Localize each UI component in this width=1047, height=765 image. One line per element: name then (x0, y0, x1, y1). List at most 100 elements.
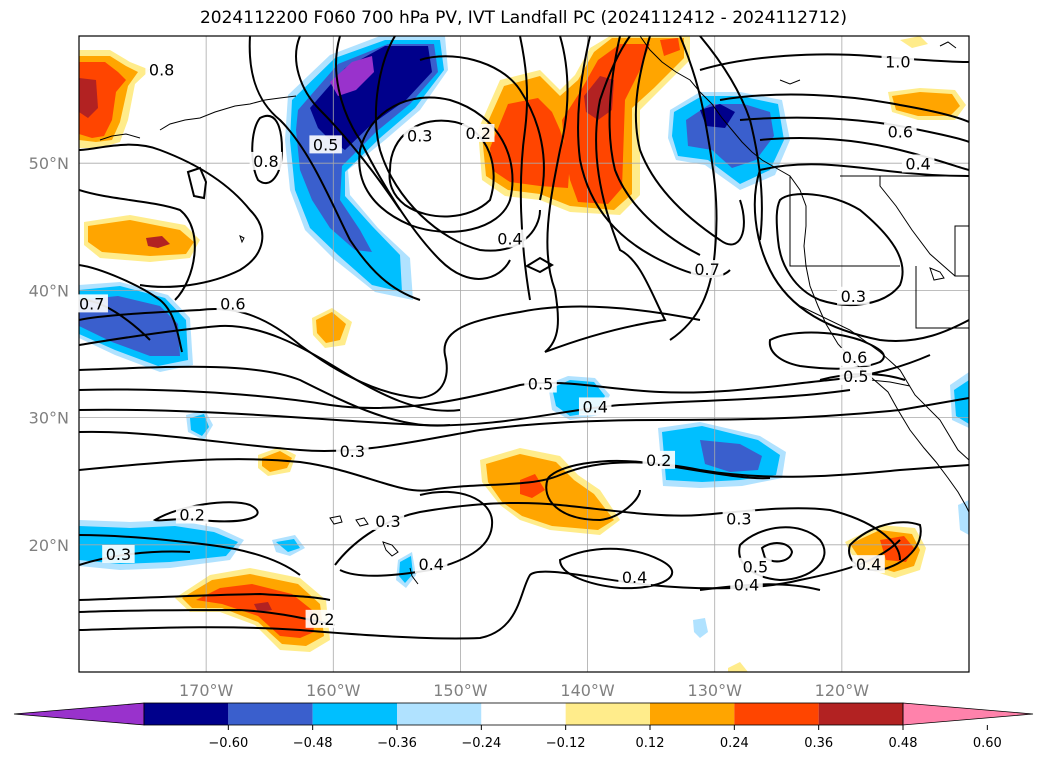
colorbar-tick-label: −0.60 (208, 736, 248, 751)
contour-label: 0.5 (743, 558, 768, 577)
colorbar-swatch (650, 703, 735, 725)
contour-label-bg (461, 123, 495, 142)
contour-label: 0.4 (418, 555, 443, 574)
coastlines (99, 36, 969, 585)
colorbar-swatch (228, 703, 313, 725)
contour-label-bg (75, 294, 108, 313)
contour-label: 0.3 (841, 287, 866, 306)
neg-anomaly-east2 (958, 500, 969, 535)
lat-tick-label: 40°N (29, 281, 69, 300)
contour-label: 0.3 (106, 545, 131, 564)
colorbar-swatch (397, 703, 482, 725)
contour-label-bg (722, 509, 756, 528)
colorbar-tick-label: −0.36 (377, 736, 417, 751)
contour-label: 0.7 (694, 260, 719, 279)
lon-tick-label: 150°W (433, 681, 488, 700)
contour-label-bg (249, 151, 283, 170)
lon-tick-label: 130°W (688, 681, 743, 700)
lon-tick-label: 140°W (560, 681, 615, 700)
colorbar-swatch (144, 703, 229, 725)
contour-label: 0.2 (179, 506, 204, 525)
contour-label: 0.4 (497, 230, 522, 249)
colorbar-swatch (818, 703, 903, 725)
contour-label-bg (309, 135, 342, 154)
contour-label-bg (690, 260, 724, 279)
contour-label-bg (216, 294, 250, 313)
contour-label: 0.4 (734, 576, 759, 595)
contour-label-bg (730, 575, 763, 594)
colorbar-extend-high (902, 702, 1034, 726)
colorbar-tick-label: 0.48 (889, 736, 918, 751)
contour-label: 0.3 (407, 126, 432, 145)
contour-label-bg (414, 555, 448, 574)
colorbar-tick-label: 0.36 (804, 736, 833, 751)
contour-label-bg (739, 557, 772, 576)
contour-label: 0.4 (905, 154, 930, 173)
contour-label-bg (839, 366, 873, 385)
contour-label: 0.3 (340, 442, 365, 461)
pv-contours (79, 36, 969, 640)
lon-tick-label: 160°W (306, 681, 361, 700)
contour-label-bg (881, 52, 915, 71)
lat-tick-label: 30°N (29, 409, 69, 428)
contour-label: 0.2 (646, 451, 671, 470)
contour-label-bg (578, 397, 612, 416)
map-frame (78, 35, 970, 673)
contour-label-bg (852, 555, 885, 574)
contour-label: 0.2 (309, 610, 334, 629)
lon-tick-label: 170°W (179, 681, 234, 700)
contour-label: 0.4 (622, 568, 647, 587)
contour-labels: 0.70.80.80.60.5 0.3 0.20.41.00.60.40.70.30… (75, 52, 935, 629)
colorbar-swatch (312, 703, 397, 725)
contour-label-bg (175, 505, 209, 524)
contour-label-bg (618, 567, 651, 586)
lat-tick-label: 20°N (29, 536, 69, 555)
contour-label-bg (838, 347, 871, 366)
contour-label: 0.3 (375, 512, 400, 531)
contour-label-bg (145, 60, 178, 79)
contour-label-bg (371, 511, 405, 530)
contour-label-bg (884, 122, 917, 141)
colorbar-tick-label: 0.12 (636, 736, 665, 751)
contour-label: 0.8 (149, 60, 174, 79)
colorbar-tick-label: −0.24 (461, 736, 501, 751)
contour-label: 0.3 (726, 509, 751, 528)
contour-label-bg (336, 441, 369, 460)
colorbar-swatch (481, 703, 566, 725)
lon-tick-label: 120°W (815, 681, 870, 700)
contour-label-bg (837, 286, 870, 305)
colorbar-tick-label: 0.24 (720, 736, 749, 751)
contour-label-bg (901, 154, 935, 173)
contour-label: 0.5 (528, 375, 553, 394)
contour-label-bg (642, 450, 676, 469)
axis-tick-labels: 50°N 40°N 30°N 20°N 170°W 160°W 150°W 140°W 130°… (29, 154, 870, 700)
contour-label: 0.5 (313, 135, 338, 154)
contour-label: 0.2 (466, 124, 491, 143)
contour-label: 0.4 (856, 555, 881, 574)
contour-label: 0.4 (582, 397, 607, 416)
contour-label: 1.0 (885, 53, 910, 72)
contour-label-bg (305, 609, 339, 628)
contour-label-bg (403, 126, 436, 145)
pos-anomaly-arctic (900, 36, 928, 48)
contour-label-bg (493, 229, 527, 248)
colorbar-extend-low (13, 702, 145, 726)
contour-label: 0.8 (253, 152, 278, 171)
colorbar-tick-label: 0.60 (973, 736, 1002, 751)
colorbar-swatch (734, 703, 819, 725)
map-title: 2024112200 F060 700 hPa PV, IVT Landfall… (199, 8, 847, 28)
contour-label: 0.6 (888, 123, 913, 142)
pos-anomaly-south-edge (728, 662, 748, 672)
lat-tick-label: 50°N (29, 154, 69, 173)
colorbar: −0.60 −0.48 −0.36 −0.24 −0.12 0.12 0.24 0.36 0.4… (13, 702, 1034, 751)
colorbar-tick-label: −0.48 (293, 736, 333, 751)
neg-anomaly-small4 (693, 618, 708, 638)
colorbar-swatch (565, 703, 650, 725)
colorbar-outline (143, 702, 904, 726)
contour-label-bg (524, 374, 557, 393)
colorbar-tick-label: −0.12 (546, 736, 586, 751)
pv-shading (79, 36, 969, 672)
contour-label: 0.7 (79, 294, 104, 313)
contour-label: 0.5 (843, 367, 868, 386)
